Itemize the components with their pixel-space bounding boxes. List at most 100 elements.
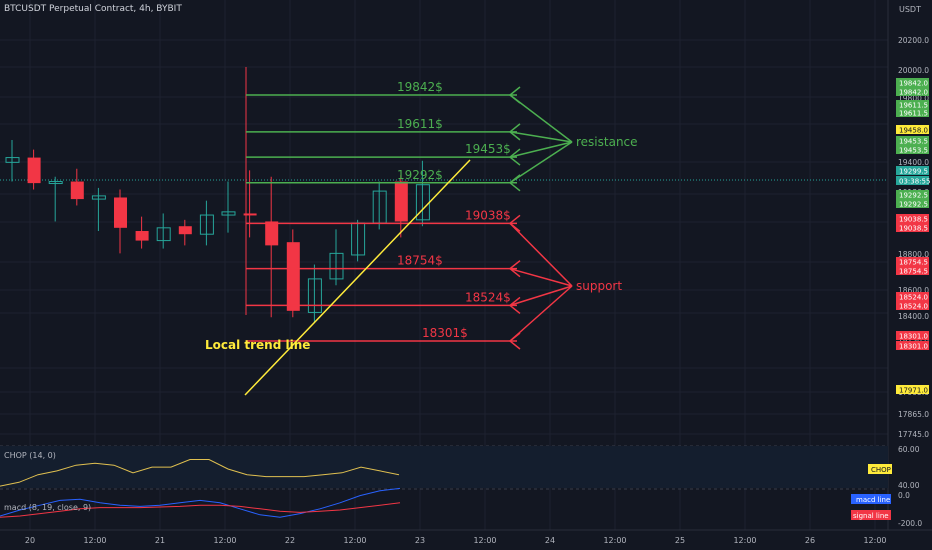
candle-body (178, 226, 192, 235)
price-tag-text: 19292.5 (899, 201, 928, 209)
time-tick: 12:00 (213, 536, 236, 545)
level-label: 19453$ (465, 142, 511, 156)
chop-label: CHOP (14, 0) (4, 451, 56, 460)
chop-tick: 60.00 (898, 445, 920, 454)
level-connector (509, 267, 573, 287)
price-tag (896, 190, 929, 199)
price-tag (896, 301, 929, 310)
price-tag (896, 100, 929, 109)
price-tag-text: 19038.5 (899, 216, 928, 224)
time-tick: 12:00 (733, 536, 756, 545)
levels: 19842$ 19611$ 19453$ 19292$ 19038$ 18754$ 1852… (245, 67, 573, 350)
price-tick: 20000.0 (898, 66, 929, 75)
chop-tag-text: CHOP (871, 466, 891, 474)
price-tag-text: 19458.0 (899, 127, 928, 135)
macd-indicator (0, 487, 401, 518)
candle-body (114, 197, 127, 228)
price-tick: 17745.0 (898, 430, 929, 439)
price-tag-text: 19842.0 (899, 80, 928, 88)
level-connector (509, 222, 573, 287)
macd-label: macd (8, 19, close, 9) (4, 503, 91, 512)
price-tag-text: 19842.0 (899, 89, 928, 97)
candle-body (221, 211, 236, 216)
candles (5, 140, 430, 323)
candle-body (265, 221, 279, 246)
support-label: support (576, 279, 622, 293)
level-connector (509, 285, 573, 307)
price-tag-text: 19038.5 (899, 225, 928, 233)
time-axis[interactable]: 20 12:00 21 12:00 22 12:00 23 12:00 24 12:00 25 12:… (25, 536, 887, 545)
level-connector (509, 94, 573, 143)
candle-body (243, 213, 257, 216)
price-tag (896, 385, 929, 394)
price-tag (896, 87, 929, 96)
signal-line (0, 502, 401, 518)
price-tag (896, 108, 929, 117)
time-tick: 12:00 (603, 536, 626, 545)
price-tag-text: 03:38:55 (899, 178, 930, 186)
price-tag (896, 136, 929, 145)
price-tag (896, 145, 929, 154)
price-tag-text: 19299.5 (899, 168, 928, 176)
price-tag-text: 18524.0 (899, 294, 928, 302)
level-connector (509, 141, 573, 158)
currency-label: USDT (899, 5, 921, 14)
price-tag-text: 19292.5 (899, 192, 928, 200)
grid (0, 0, 932, 531)
chop-tag (868, 464, 892, 474)
price-tag (896, 341, 929, 350)
macd-tag (851, 494, 891, 504)
time-tick: 21 (155, 536, 165, 545)
candle-body (48, 181, 63, 185)
price-tag-text: 19611.5 (899, 110, 928, 118)
level-connector (509, 285, 573, 342)
price-axis[interactable]: 20200.020000.019800.019400.019130.018800… (851, 36, 930, 528)
time-tick: 25 (675, 536, 685, 545)
candle-body (199, 214, 214, 235)
time-tick: 12:00 (343, 536, 366, 545)
candle-body (156, 227, 171, 242)
signal-tag (851, 510, 891, 520)
candle-body (307, 278, 322, 313)
time-tick: 12:00 (473, 536, 496, 545)
candle-body (91, 195, 106, 200)
candle-body (5, 157, 20, 163)
price-tag (896, 257, 929, 266)
price-tag-text: 18754.5 (899, 259, 928, 267)
price-tag-text: 19453.5 (899, 147, 928, 155)
price-tick: 19400.0 (898, 158, 929, 167)
candle-body (286, 242, 300, 311)
candle-body (394, 181, 408, 222)
candle-body (27, 157, 41, 184)
trendline-group (244, 159, 471, 396)
resistance-label: resistance (576, 135, 638, 149)
trendline-label: Local trend line (205, 338, 310, 352)
price-tag (896, 223, 929, 232)
macd-tag-text: macd line (856, 496, 890, 504)
trendline (244, 159, 471, 396)
price-tag-text: 19611.5 (899, 102, 928, 110)
price-tick: 18130.0 (898, 336, 929, 345)
macd-tick: 0.0 (898, 491, 910, 500)
price-tag-text: 18301.0 (899, 333, 928, 341)
chop-tick: 40.00 (898, 481, 920, 490)
time-tick: 24 (545, 536, 555, 545)
macd-tick: -200.0 (898, 519, 922, 528)
price-tag (896, 266, 929, 275)
macd-line (0, 487, 401, 518)
time-tick: 12:00 (83, 536, 106, 545)
price-tag-text: 18301.0 (899, 343, 928, 351)
chop-indicator (0, 459, 400, 487)
price-tick: 18600.0 (898, 286, 929, 295)
level-label: 18301$ (422, 326, 468, 340)
time-tick: 23 (415, 536, 425, 545)
price-tick: 18800.0 (898, 250, 929, 259)
price-tag (896, 292, 929, 301)
price-tag-text: 17971.0 (899, 387, 928, 395)
level-label: 19842$ (397, 80, 443, 94)
price-tick: 18400.0 (898, 312, 929, 321)
price-tag-text: 19453.5 (899, 138, 928, 146)
level-connector (509, 141, 573, 184)
candle-body (70, 181, 84, 200)
